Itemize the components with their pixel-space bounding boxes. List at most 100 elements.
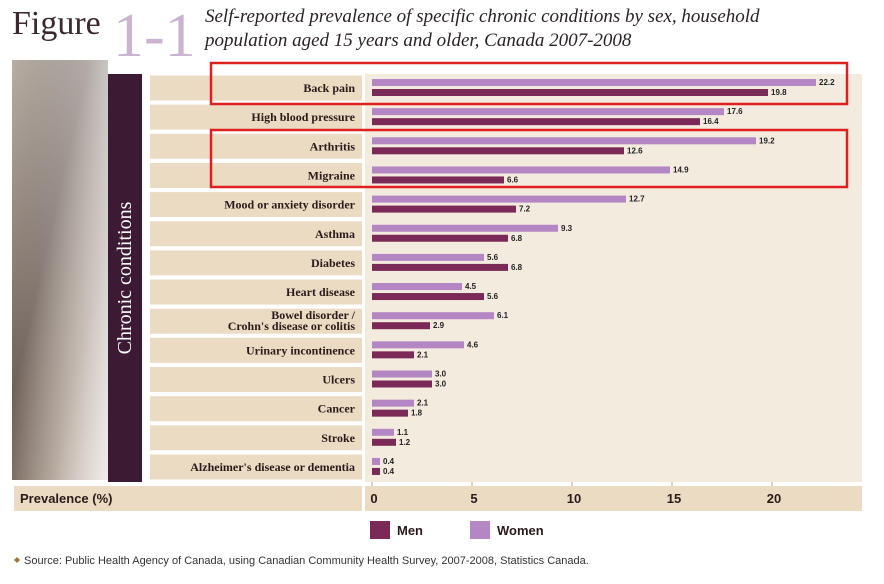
legend-label: Men [397, 523, 423, 538]
highlight-box [209, 128, 849, 189]
photo-fade [12, 60, 108, 480]
bar [372, 409, 408, 417]
y-tick-label: Mood or anxiety disorder [224, 198, 355, 212]
value-label: 2.1 [417, 350, 429, 359]
value-label: 3.0 [435, 370, 447, 379]
y-tick-label: High blood pressure [251, 110, 355, 124]
bullet [14, 557, 20, 563]
bar [372, 137, 756, 145]
bar [372, 205, 516, 213]
value-label: 6.8 [511, 234, 523, 243]
category-cell [150, 162, 362, 188]
bar [372, 147, 624, 155]
bar [372, 166, 670, 174]
bar [372, 438, 396, 446]
x-tick-label: 5 [470, 491, 477, 506]
y-tick-label: Migraine [308, 168, 356, 182]
x-tick-label: 15 [667, 491, 681, 506]
figure-number: 1-1 [113, 2, 196, 70]
category-cell [150, 337, 362, 363]
bar [372, 195, 626, 203]
category-cell [150, 133, 362, 159]
value-label: 1.8 [411, 409, 423, 418]
y-tick-label: Heart disease [286, 285, 356, 299]
bar [372, 341, 464, 349]
x-tick-band [365, 486, 862, 511]
x-tick-label: 20 [767, 491, 781, 506]
y-tick-label: Urinary incontinence [246, 343, 356, 357]
bar [372, 322, 430, 330]
category-cell [150, 221, 362, 247]
x-tick-label: 0 [370, 491, 377, 506]
value-label: 3.0 [435, 380, 447, 389]
plot: 0 5 10 15 20 Back pain 22.2 19.8 High blood pres… [150, 75, 835, 539]
bar [372, 312, 494, 320]
category-cell [150, 192, 362, 218]
bar [372, 234, 508, 242]
value-label: 2.9 [433, 321, 445, 330]
y-tick-label: Alzheimer's disease or dementia [190, 460, 355, 474]
value-label: 19.8 [771, 88, 787, 97]
value-label: 16.4 [703, 117, 719, 126]
category-cell [150, 250, 362, 276]
category-cell [150, 104, 362, 130]
bar [372, 370, 432, 378]
y-tick-label: Ulcers [322, 373, 355, 387]
bar [372, 293, 484, 301]
bar [372, 224, 558, 232]
bar [372, 118, 700, 126]
value-label: 12.7 [629, 195, 645, 204]
category-cell [150, 308, 362, 334]
y-axis-label: Chronic conditions [114, 201, 136, 354]
category-cell [150, 396, 362, 422]
y-tick-label: Cancer [318, 402, 356, 416]
value-label: 19.2 [759, 136, 775, 145]
category-cell [150, 425, 362, 451]
value-label: 0.4 [383, 457, 395, 466]
value-label: 5.6 [487, 253, 499, 262]
category-cell [150, 454, 362, 480]
value-label: 4.5 [465, 282, 477, 291]
plot-area [365, 74, 862, 482]
y-tick-label: Bowel disorder / Crohn's disease or colit… [228, 308, 356, 333]
bar [372, 399, 414, 407]
y-tick-label: Back pain [303, 81, 355, 95]
value-label: 6.6 [507, 175, 519, 184]
value-label: 22.2 [819, 78, 835, 87]
bar [372, 457, 380, 465]
bar [372, 108, 724, 116]
bar [372, 253, 484, 261]
bar [372, 467, 380, 475]
value-label: 6.8 [511, 263, 523, 272]
value-label: 12.6 [627, 146, 643, 155]
bar [372, 176, 504, 184]
value-label: 1.1 [397, 428, 409, 437]
value-label: 2.1 [417, 399, 429, 408]
value-label: 6.1 [497, 311, 509, 320]
x-axis-label: Prevalence (%) [20, 491, 113, 506]
category-cell [150, 279, 362, 305]
value-label: 14.9 [673, 165, 689, 174]
y-tick-label: Arthritis [310, 139, 356, 153]
legend-swatch [370, 521, 390, 539]
legend-label: Women [497, 523, 544, 538]
bar [372, 428, 394, 436]
chart-title: Self-reported prevalence of specific chr… [203, 6, 760, 51]
y-tick-label: Asthma [315, 227, 355, 241]
bar [372, 79, 816, 86]
source: Source: Public Health Agency of Canada, … [24, 555, 589, 567]
bar [372, 263, 508, 271]
value-label: 0.4 [383, 467, 395, 476]
figure-label: Figure [12, 5, 101, 42]
category-cell [150, 367, 362, 392]
x-label-band [14, 486, 362, 511]
value-label: 7.2 [519, 205, 531, 214]
value-label: 5.6 [487, 292, 499, 301]
bar [372, 380, 432, 388]
category-cell [150, 75, 362, 101]
value-label: 9.3 [561, 224, 573, 233]
legend-swatch [470, 521, 490, 539]
value-label: 17.6 [727, 107, 743, 116]
value-label: 4.6 [467, 340, 479, 349]
